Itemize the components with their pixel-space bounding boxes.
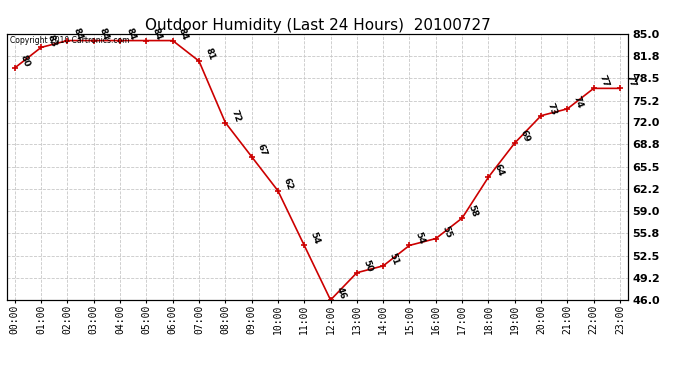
Text: 58: 58 (466, 204, 479, 219)
Text: 81: 81 (203, 47, 216, 62)
Text: 51: 51 (387, 252, 400, 267)
Text: 67: 67 (256, 142, 268, 157)
Text: 69: 69 (519, 129, 532, 144)
Text: 84: 84 (177, 26, 190, 41)
Text: 46: 46 (335, 286, 348, 301)
Text: 77: 77 (624, 74, 637, 89)
Text: 62: 62 (282, 177, 295, 191)
Text: 77: 77 (598, 74, 611, 89)
Text: 84: 84 (72, 26, 84, 41)
Text: 50: 50 (361, 259, 374, 273)
Text: Copyright 2010 Cartronics.com: Copyright 2010 Cartronics.com (10, 36, 130, 45)
Text: 84: 84 (98, 26, 110, 41)
Text: 73: 73 (545, 101, 558, 116)
Text: 74: 74 (571, 94, 584, 110)
Text: 55: 55 (440, 224, 453, 239)
Text: 72: 72 (230, 108, 242, 123)
Text: 84: 84 (150, 26, 164, 41)
Text: 64: 64 (493, 163, 505, 178)
Text: 54: 54 (414, 231, 426, 246)
Text: 84: 84 (124, 26, 137, 41)
Text: 54: 54 (308, 231, 321, 246)
Text: 83: 83 (46, 33, 58, 48)
Title: Outdoor Humidity (Last 24 Hours)  20100727: Outdoor Humidity (Last 24 Hours) 2010072… (144, 18, 491, 33)
Text: 80: 80 (19, 54, 32, 69)
